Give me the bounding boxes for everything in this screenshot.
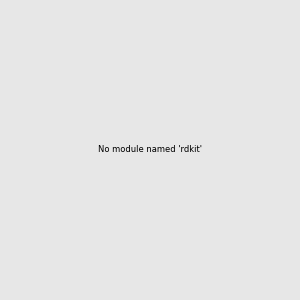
Text: No module named 'rdkit': No module named 'rdkit' xyxy=(98,146,202,154)
